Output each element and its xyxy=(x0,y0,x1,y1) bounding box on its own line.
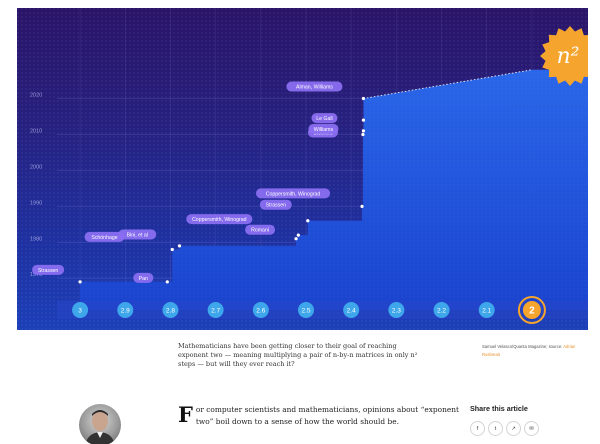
annotation-label: Coppersmith, Winograd xyxy=(266,191,321,197)
annotation-label: Strassen xyxy=(266,203,287,209)
x-tick-label: 2.1 xyxy=(482,307,491,314)
x-tick-marker xyxy=(72,302,89,318)
annotation-pill xyxy=(308,123,339,134)
annotation-pill xyxy=(286,81,343,92)
article-text: or computer scientists and mathematician… xyxy=(195,405,459,426)
figure-caption: Mathematicians have been getting closer … xyxy=(178,342,418,368)
data-point xyxy=(294,237,298,241)
x-tick-marker xyxy=(433,302,450,318)
annotation-pill xyxy=(245,224,276,235)
x-axis-band xyxy=(57,301,588,319)
y-tick-label: 1970 xyxy=(30,272,42,278)
annotation-pill xyxy=(32,264,65,275)
goal-marker xyxy=(522,301,541,319)
data-point xyxy=(78,280,82,284)
facebook-icon[interactable]: f xyxy=(470,421,485,436)
annotation-label: Schönhage xyxy=(91,235,117,241)
annotation-label: Romani xyxy=(251,228,269,234)
data-point xyxy=(296,233,300,237)
data-point xyxy=(170,247,174,252)
chart-svg: 1970 1980 1990 2000 2010 2020 3 2.9 2.8 2.7 2.6 2.5… xyxy=(17,8,588,330)
data-point xyxy=(177,244,182,248)
x-tick-label: 2.3 xyxy=(392,307,401,314)
goal-marker-label: 2 xyxy=(529,306,535,317)
x-tick-label: 2.5 xyxy=(301,307,310,314)
credit-source-link[interactable]: Adrian Rusbreait xyxy=(482,344,576,357)
credit-prefix: Samuel Velasco/Quanta Magazine; source: xyxy=(482,344,563,349)
y-tick-label: 1990 xyxy=(30,200,42,206)
x-tick-label: 2.2 xyxy=(437,307,446,314)
x-tick-marker xyxy=(117,302,134,318)
x-tick-label: 2.7 xyxy=(211,307,220,314)
x-tick-marker xyxy=(298,302,314,318)
annotation-pill xyxy=(256,188,331,199)
data-point xyxy=(306,219,310,223)
annotation-label: Alman, Williams xyxy=(296,85,333,91)
x-tick-label: 2.6 xyxy=(256,307,265,314)
x-tick-label: 3 xyxy=(78,307,82,314)
y-tick-label: 1980 xyxy=(30,236,42,242)
annotation-label: Coppersmith, Winograd xyxy=(192,217,247,223)
x-tick-marker xyxy=(343,302,360,318)
x-tick-label: 2.4 xyxy=(347,307,356,314)
area-texture xyxy=(17,8,588,330)
x-tick-marker xyxy=(207,302,224,318)
annotation-label: Strassen xyxy=(38,268,59,274)
author-avatar[interactable] xyxy=(79,404,121,444)
data-point xyxy=(361,129,366,133)
annotation-pill xyxy=(259,199,292,210)
image-credit: Samuel Velasco/Quanta Magazine; source: … xyxy=(482,343,592,359)
x-tick-marker xyxy=(388,302,405,318)
x-tick-marker xyxy=(162,302,179,318)
data-point xyxy=(360,204,364,208)
data-point xyxy=(361,118,366,122)
goal-marker-ring xyxy=(517,296,546,324)
n-squared-badge xyxy=(540,26,588,86)
email-icon[interactable]: ✉ xyxy=(524,421,539,436)
y-tick-label: 2020 xyxy=(30,93,42,99)
data-point xyxy=(361,132,365,137)
annotation-pill xyxy=(311,113,338,124)
n-squared-badge-label: n² xyxy=(557,44,580,69)
data-point xyxy=(165,280,169,284)
x-tick-marker xyxy=(478,302,495,318)
annotation-label: Bini, et al xyxy=(127,232,148,238)
data-point xyxy=(361,96,366,101)
share-buttons: f t ↗ ✉ xyxy=(470,421,539,436)
link-icon[interactable]: ↗ xyxy=(506,421,521,436)
y-tick-label: 2000 xyxy=(30,164,42,170)
x-tick-label: 2.9 xyxy=(121,307,130,314)
annotation-label: Le Gall xyxy=(316,116,332,122)
annotation-pill xyxy=(133,272,154,283)
annotation-pill xyxy=(118,229,157,240)
x-tick-marker xyxy=(252,302,269,318)
twitter-icon[interactable]: t xyxy=(488,421,503,436)
author-photo-icon xyxy=(85,410,115,444)
annotation-pill xyxy=(186,214,253,225)
x-tick-label: 2.8 xyxy=(166,307,175,314)
annotation-pill xyxy=(84,231,125,242)
annotation-label: Williams xyxy=(314,127,334,133)
annotation-label: Pan xyxy=(139,276,148,282)
matrix-exponent-chart: 1970 1980 1990 2000 2010 2020 3 2.9 2.8 2.7 2.6 2.5… xyxy=(17,8,588,330)
extrapolation-line xyxy=(363,69,532,100)
y-tick-label: 2010 xyxy=(30,128,42,134)
article-body: F or computer scientists and mathematici… xyxy=(178,404,460,428)
drop-cap: F xyxy=(178,402,193,427)
share-title: Share this article xyxy=(470,404,528,413)
